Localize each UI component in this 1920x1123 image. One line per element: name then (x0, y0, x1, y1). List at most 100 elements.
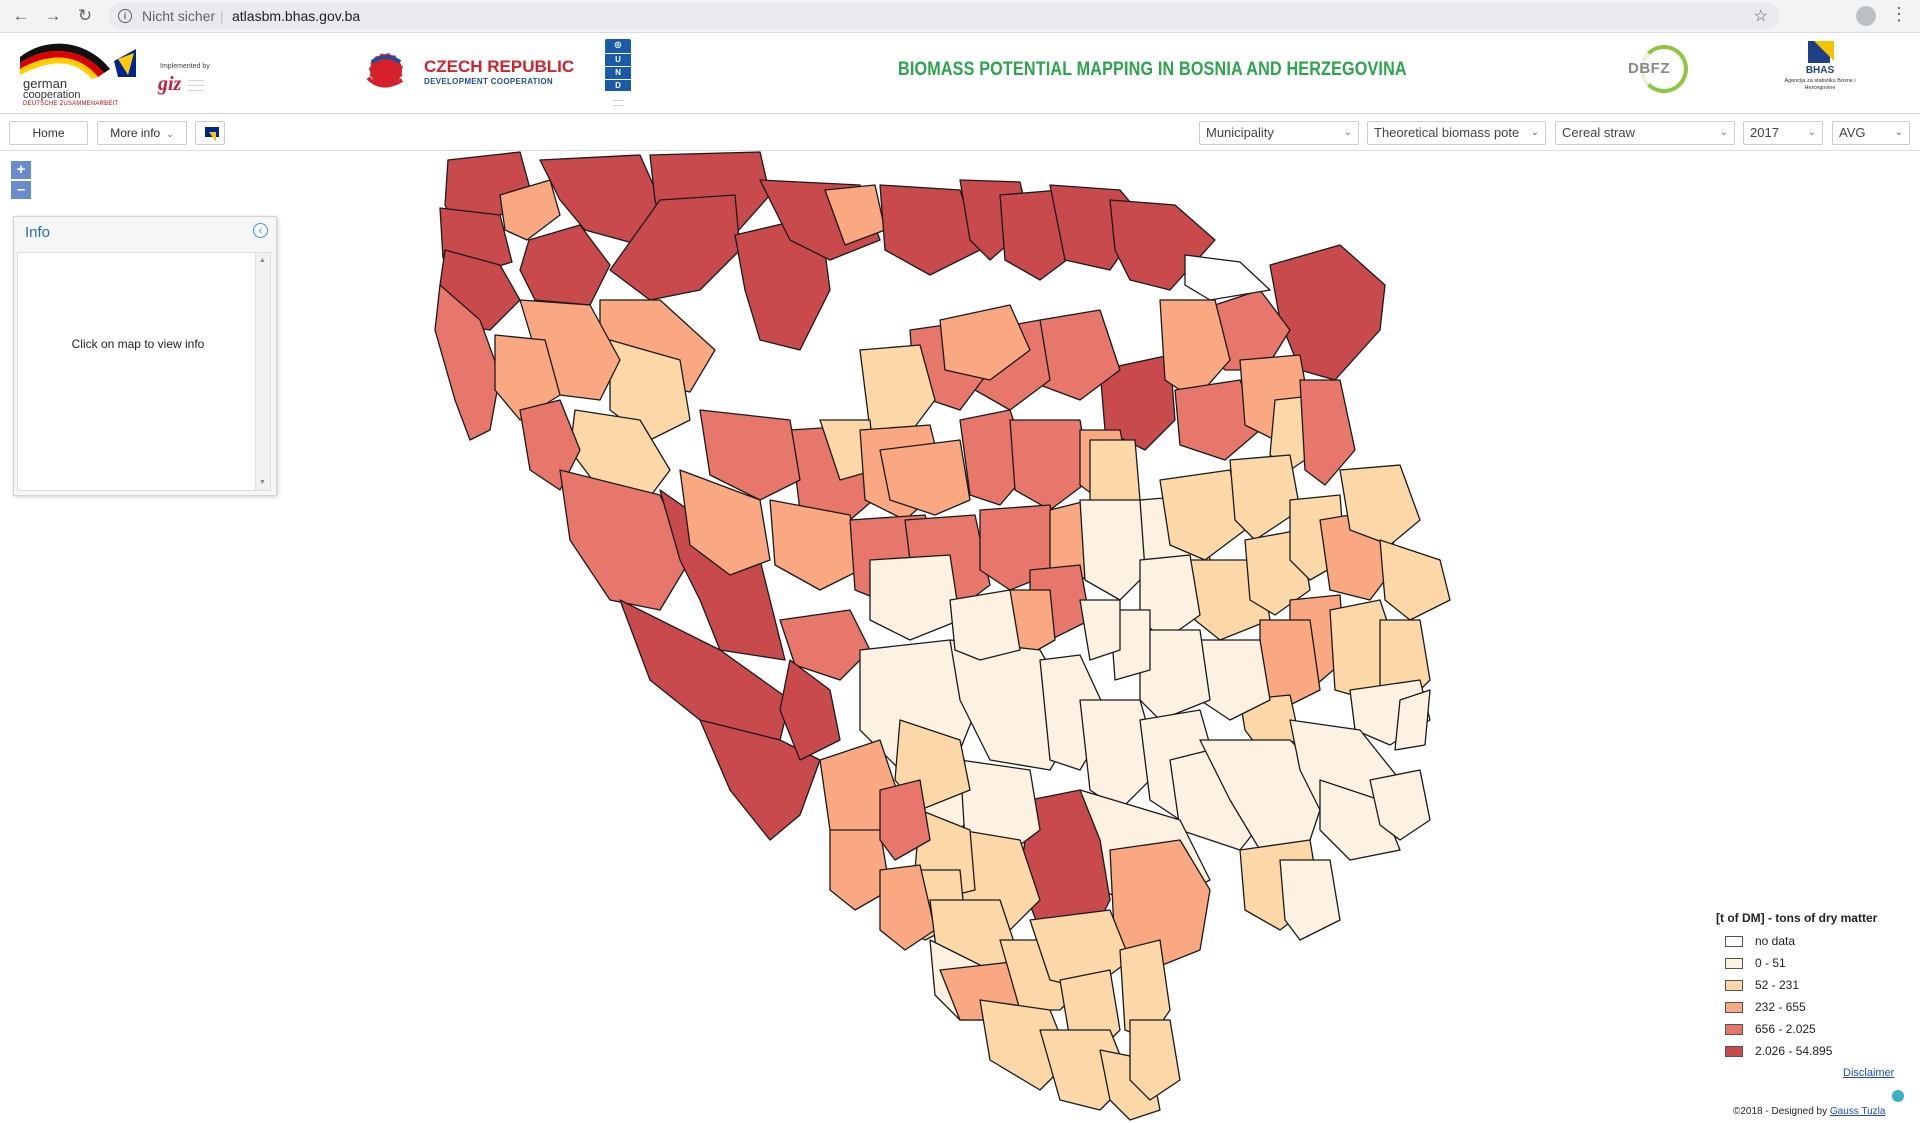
chevron-down-icon: ⌄ (166, 129, 174, 139)
map-legend: [t of DM] - tons of dry matter no data 0… (1706, 906, 1906, 1086)
municipality-region[interactable] (499, 179, 561, 241)
potential-value: Theoretical biomass pote (1374, 125, 1520, 140)
municipality-region[interactable] (699, 719, 821, 841)
czech-development-logo[interactable]: CZECH REPUBLIC DEVELOPMENT COOPERATION (362, 48, 574, 98)
municipality-region[interactable] (679, 469, 771, 576)
municipality-region[interactable] (1009, 419, 1091, 511)
zoom-out-button[interactable]: – (11, 181, 31, 199)
browser-menu-icon[interactable]: ⋮ (1890, 4, 1908, 24)
no-data-region[interactable] (1184, 254, 1272, 301)
municipality-region[interactable] (519, 224, 611, 306)
municipality-region[interactable] (1299, 379, 1356, 486)
language-flag-button[interactable] (195, 121, 225, 145)
municipality-region[interactable] (779, 609, 871, 681)
reload-icon[interactable]: ↻ (77, 6, 93, 25)
municipality-region[interactable] (1099, 354, 1176, 451)
legend-swatch (1725, 1046, 1743, 1057)
municipality-region[interactable] (1079, 699, 1161, 811)
home-button[interactable]: Home (9, 121, 88, 145)
german-cooperation-logo[interactable]: german cooperation DEUTSCHE ZUSAMMENARBE… (16, 37, 146, 109)
security-label: Nicht sicher (142, 8, 216, 24)
collapse-left-icon[interactable]: ‹ (253, 223, 268, 238)
municipality-region[interactable] (1139, 629, 1211, 721)
municipality-region[interactable] (779, 659, 841, 761)
municipality-region[interactable] (1159, 299, 1231, 401)
municipality-region[interactable] (879, 779, 931, 861)
level-value: Municipality (1206, 125, 1274, 140)
zoom-in-button[interactable]: + (11, 161, 31, 179)
year-value: 2017 (1750, 125, 1779, 140)
undp-letter-d: D (605, 80, 631, 91)
forward-icon[interactable]: → (44, 6, 62, 25)
dbfz-ring-icon (1640, 45, 1688, 93)
dbfz-logo[interactable]: DBFZ (1626, 45, 1692, 97)
municipality-region[interactable] (1339, 464, 1421, 546)
municipality-region[interactable] (699, 409, 801, 501)
municipality-region[interactable] (949, 589, 1021, 661)
chevron-down-icon: ⌄ (1530, 127, 1539, 138)
municipality-region[interactable] (1369, 769, 1431, 841)
municipality-region[interactable] (609, 194, 741, 301)
german-cooperation-swoosh-icon (20, 43, 136, 79)
municipality-region[interactable] (1174, 379, 1261, 461)
undp-letter-n: N (605, 67, 631, 79)
municipality-region[interactable] (1394, 689, 1431, 751)
un-emblem-icon: ◎ (605, 39, 631, 53)
municipality-region[interactable] (1079, 599, 1121, 661)
scroll-down-icon[interactable]: ▼ (259, 479, 266, 486)
czech-republic-text: CZECH REPUBLIC (424, 57, 575, 76)
legend-label: 232 - 655 (1755, 1000, 1806, 1014)
legend-swatch (1725, 958, 1743, 969)
profile-icon[interactable] (1856, 6, 1876, 26)
bih-flag-icon (205, 127, 219, 142)
bhas-logo[interactable]: BHAS Agencija za statistiku Bosne i Herc… (1778, 39, 1862, 109)
municipality-region[interactable] (434, 284, 501, 441)
biomass-select[interactable]: Cereal straw ⌄ (1555, 121, 1735, 145)
map-canvas[interactable] (0, 151, 1920, 1123)
designer-link[interactable]: Gauss Tuzla (1829, 1106, 1886, 1117)
stat-value: AVG (1839, 125, 1866, 140)
municipality-region[interactable] (859, 344, 936, 441)
municipality-region[interactable] (939, 304, 1031, 381)
municipality-region[interactable] (559, 469, 691, 611)
german-text: german (23, 76, 68, 91)
municipality-region[interactable] (879, 184, 981, 276)
municipality-region[interactable] (1229, 454, 1301, 541)
municipality-region[interactable] (519, 399, 581, 491)
municipality-region[interactable] (1129, 1019, 1181, 1101)
municipality-region[interactable] (1279, 859, 1341, 941)
potential-select[interactable]: Theoretical biomass pote ⌄ (1367, 121, 1546, 145)
separator: | (220, 8, 224, 24)
globe-icon[interactable] (1892, 1090, 1904, 1102)
municipality-region[interactable] (769, 499, 861, 591)
bookmark-star-icon[interactable]: ☆ (1753, 8, 1768, 25)
municipality-region[interactable] (879, 439, 971, 516)
undp-caption-icon: ——— ——— (612, 97, 624, 107)
year-select[interactable]: 2017 ⌄ (1743, 121, 1823, 145)
municipality-region[interactable] (1379, 539, 1451, 621)
choropleth-map[interactable] (0, 151, 1920, 1123)
legend-label: 2.026 - 54.895 (1755, 1044, 1833, 1058)
url-text[interactable]: atlasbm.bhas.gov.ba (232, 8, 361, 24)
back-icon[interactable]: ← (12, 6, 30, 25)
disclaimer-link[interactable]: Disclaimer (1843, 1067, 1895, 1079)
scroll-up-icon[interactable]: ▲ (259, 257, 266, 264)
browser-toolbar: ← → ↻ i Nicht sicher | atlasbm.bhas.gov.… (0, 0, 1920, 33)
municipality-region[interactable] (869, 554, 961, 641)
info-scrollbar[interactable]: ▲ ▼ (255, 253, 270, 490)
municipality-region[interactable] (1159, 469, 1246, 561)
giz-logo[interactable]: Implemented by giz ———— ———— ———— (158, 63, 258, 103)
more-info-button[interactable]: More info ⌄ (97, 121, 187, 145)
legend-label: no data (1755, 934, 1796, 948)
municipality-region[interactable] (609, 339, 691, 441)
level-select[interactable]: Municipality ⌄ (1199, 121, 1359, 145)
legend-swatch (1725, 1002, 1743, 1013)
copyright-text: ©2018 - Designed by (1733, 1106, 1828, 1117)
municipality-region[interactable] (829, 829, 891, 911)
stat-select[interactable]: AVG ⌄ (1832, 121, 1910, 145)
undp-logo[interactable]: ◎ U N D ——— ——— (605, 39, 631, 107)
info-icon[interactable]: i (118, 9, 132, 23)
address-bar[interactable]: i Nicht sicher | atlasbm.bhas.gov.ba ☆ (108, 3, 1780, 29)
bhas-text: BHAS (1805, 65, 1835, 76)
municipality-region[interactable] (879, 864, 936, 951)
